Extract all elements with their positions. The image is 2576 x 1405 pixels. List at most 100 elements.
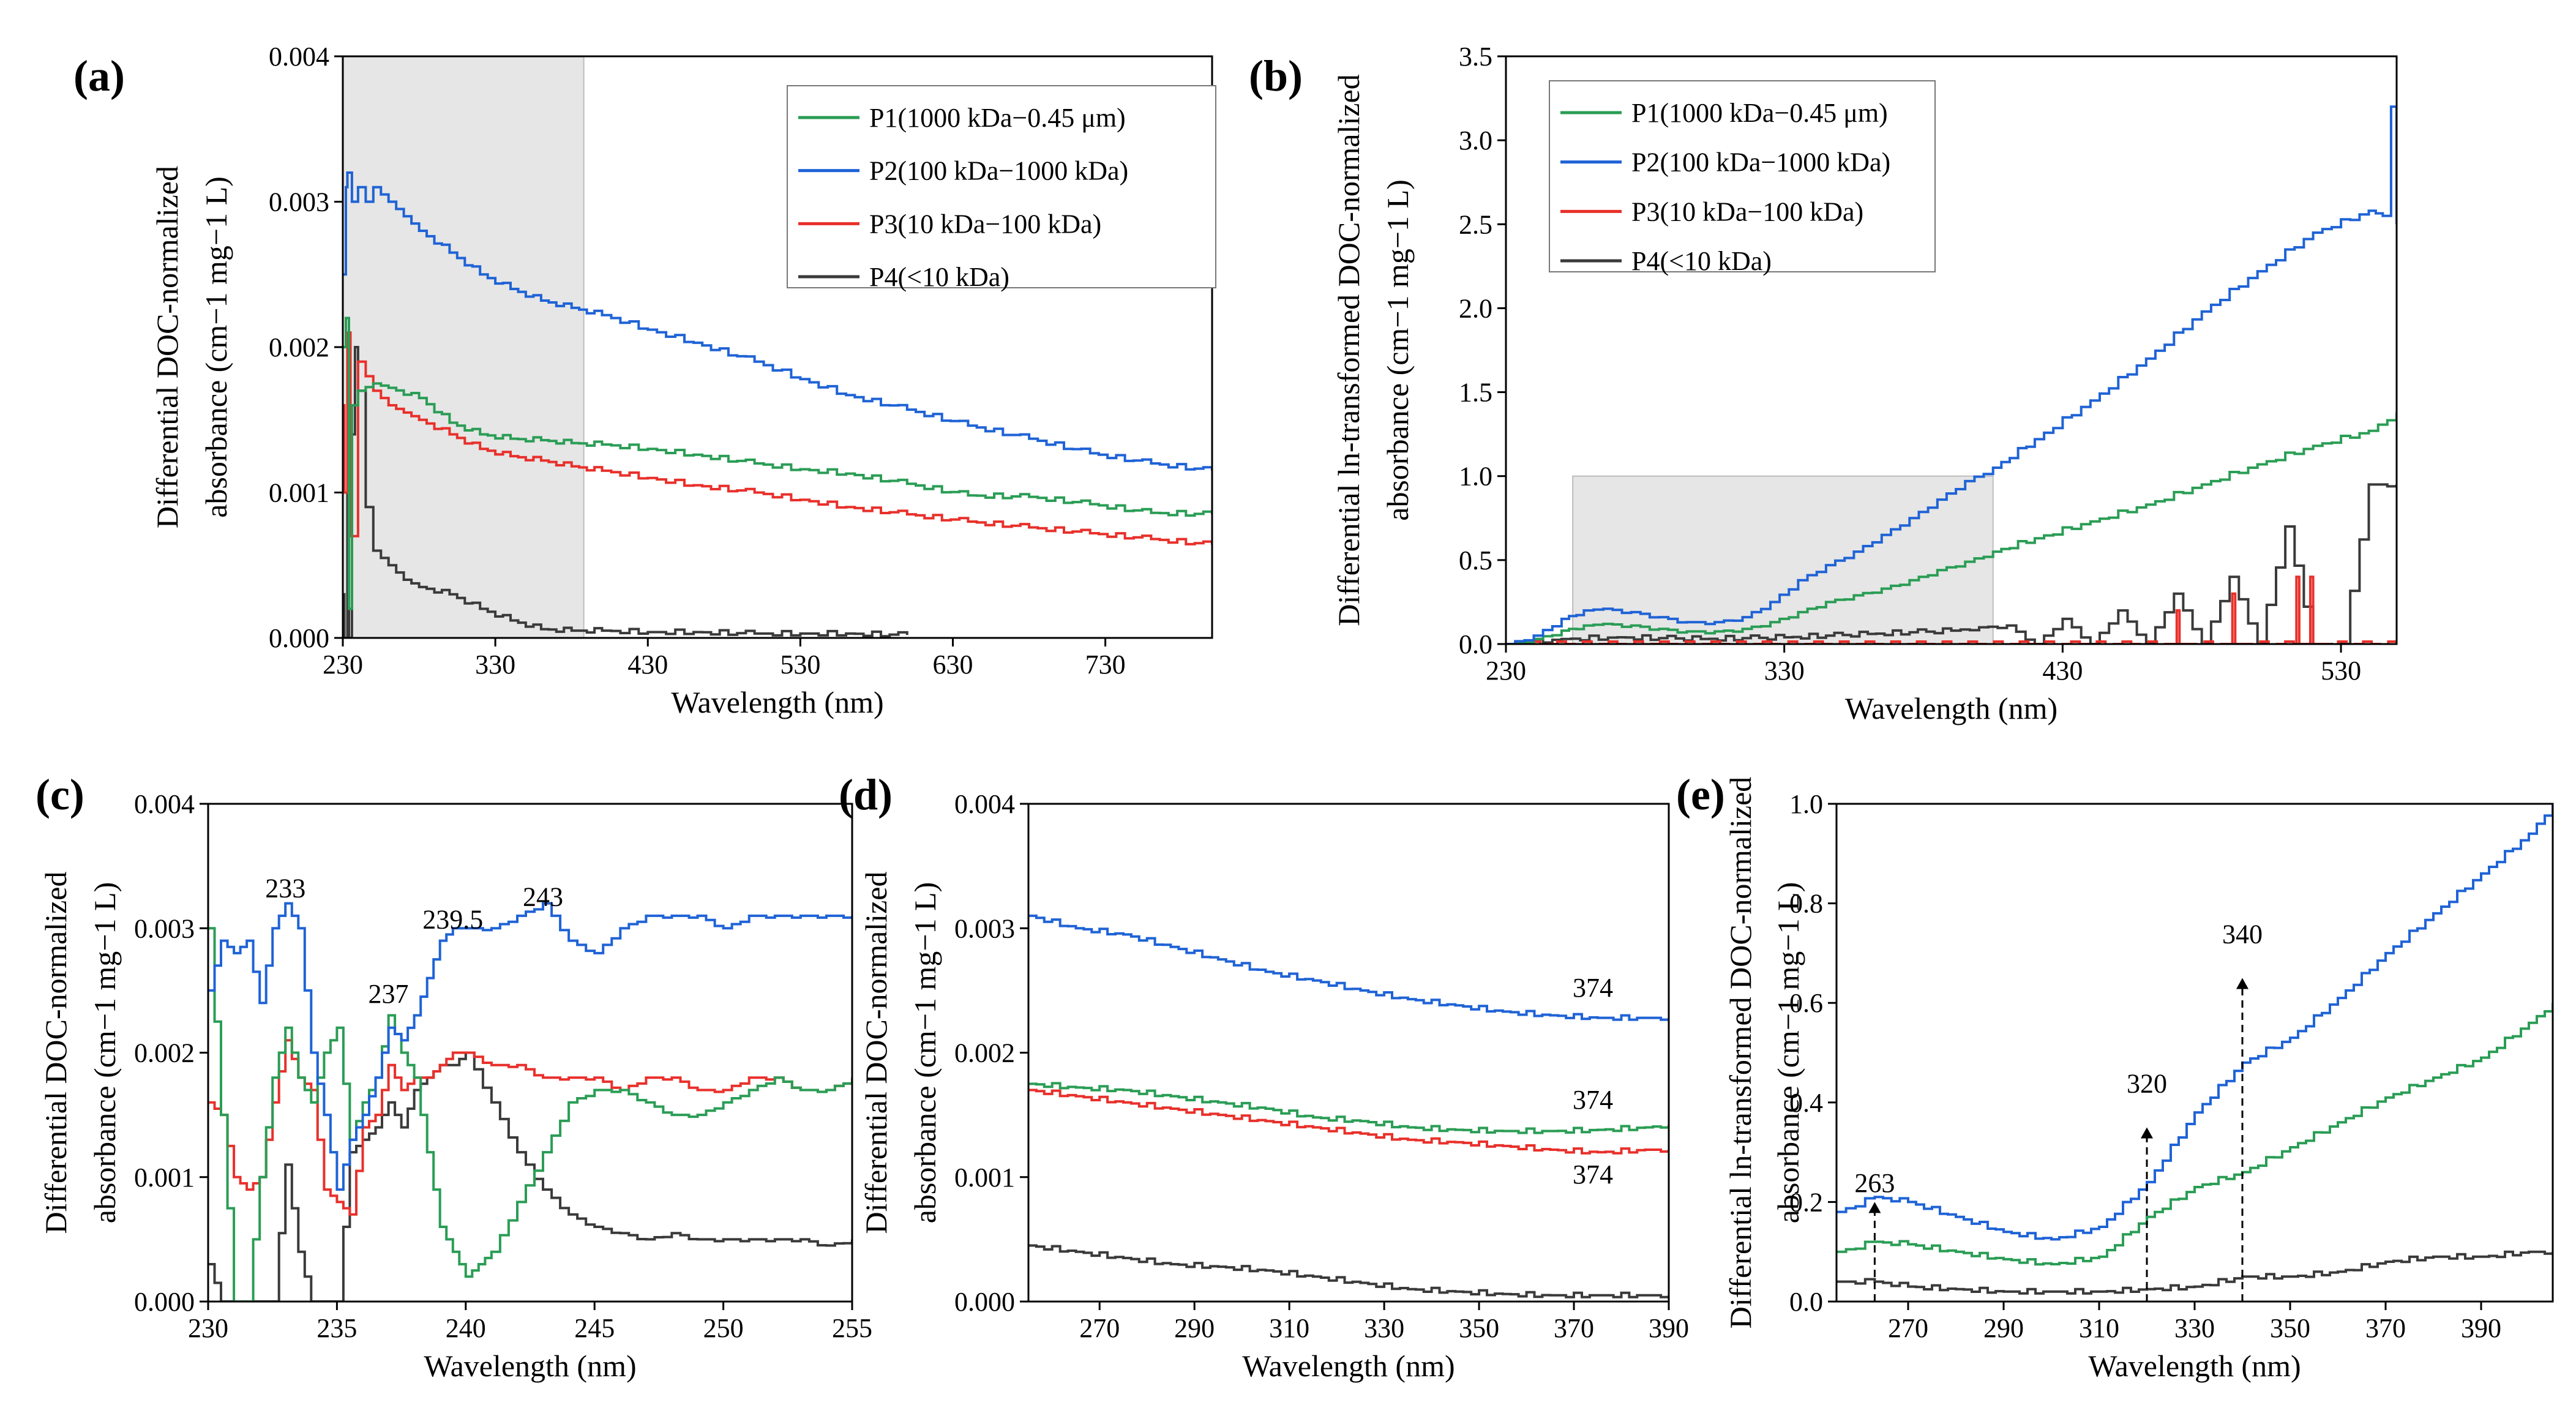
peak-annotation: 263 bbox=[1854, 1168, 1895, 1198]
y-tick-label: 0.004 bbox=[954, 789, 1015, 819]
x-tick-label: 290 bbox=[1983, 1313, 2024, 1343]
x-tick-label: 350 bbox=[2270, 1313, 2310, 1343]
y-tick-label: 2.0 bbox=[1459, 293, 1492, 323]
y-tick-label: 0.001 bbox=[134, 1163, 195, 1193]
y-tick-label: 1.5 bbox=[1459, 378, 1492, 408]
y-tick-label: 1.0 bbox=[1789, 789, 1823, 819]
peak-annotation: 320 bbox=[2127, 1069, 2167, 1099]
panel-d: 270 290 310 330 350 370 390 0.000 0.001 0.002 0.00… bbox=[839, 770, 1689, 1383]
plot-frame bbox=[1027, 803, 1670, 1303]
y-axis-label-line-1: Differential ln-transformed DOC-normaliz… bbox=[1723, 777, 1758, 1329]
legend-label-p4: P4(<10 kDa) bbox=[869, 262, 1009, 292]
series-line-p1 bbox=[208, 927, 852, 1302]
series-line-p3 bbox=[1506, 575, 2397, 644]
shaded-region bbox=[342, 56, 585, 639]
x-tick-label: 390 bbox=[2461, 1313, 2501, 1343]
plot-frame bbox=[1835, 803, 2554, 1303]
y-tick-label: 0.003 bbox=[954, 913, 1015, 943]
x-tick-label: 240 bbox=[446, 1313, 486, 1343]
x-tick-label: 730 bbox=[1085, 650, 1126, 680]
x-tick-label: 330 bbox=[1764, 656, 1805, 686]
x-tick-label: 290 bbox=[1174, 1313, 1215, 1343]
arrow-head bbox=[1868, 1202, 1881, 1213]
legend-label-p3: P3(10 kDa−100 kDa) bbox=[1631, 197, 1863, 227]
x-tick-label: 430 bbox=[2042, 656, 2083, 686]
legend-label-p1: P1(1000 kDa−0.45 μm) bbox=[869, 103, 1126, 133]
y-tick-label: 0.002 bbox=[954, 1038, 1015, 1068]
y-tick-label: 0.000 bbox=[954, 1287, 1015, 1317]
legend-label-p1: P1(1000 kDa−0.45 μm) bbox=[1631, 98, 1888, 128]
y-tick-label: 0.001 bbox=[269, 478, 329, 508]
y-axis-label-line-2: absorbance (cm−1 mg−1 L) bbox=[88, 882, 122, 1224]
x-tick-label: 255 bbox=[832, 1313, 872, 1343]
series-line-p2 bbox=[208, 902, 852, 1191]
y-tick-label: 0.6 bbox=[1789, 988, 1823, 1018]
y-axis-label-line-1: Differential ln-transformed DOC-normaliz… bbox=[1331, 74, 1366, 626]
legend-label-p2: P2(100 kDa−1000 kDa) bbox=[1631, 148, 1890, 178]
series-line-p1 bbox=[343, 317, 1212, 610]
peak-annotation: 237 bbox=[369, 979, 409, 1009]
series-line-p2 bbox=[1837, 804, 2553, 1241]
x-tick-label: 235 bbox=[316, 1313, 357, 1343]
series-line-p1 bbox=[1028, 1082, 1669, 1134]
y-tick-label: 0.004 bbox=[269, 42, 329, 72]
panel-label: (c) bbox=[36, 770, 84, 819]
x-tick-label: 230 bbox=[323, 650, 363, 680]
y-tick-label: 0.003 bbox=[269, 187, 329, 217]
peak-annotation: 374 bbox=[1573, 1160, 1613, 1190]
y-axis-label-line-2: absorbance (cm−1 mg−1 L) bbox=[1380, 179, 1415, 521]
y-tick-label: 0.002 bbox=[134, 1038, 195, 1068]
panel-label: (e) bbox=[1676, 770, 1725, 819]
x-tick-label: 330 bbox=[475, 650, 515, 680]
x-tick-label: 530 bbox=[780, 650, 820, 680]
panel-label: (a) bbox=[73, 51, 125, 100]
peak-annotation: 374 bbox=[1573, 1085, 1613, 1115]
y-tick-label: 0.0 bbox=[1789, 1287, 1823, 1317]
x-axis-label: Wavelength (nm) bbox=[424, 1349, 636, 1383]
y-tick-label: 0.001 bbox=[954, 1163, 1015, 1193]
x-tick-label: 630 bbox=[932, 650, 973, 680]
y-tick-label: 0.002 bbox=[269, 332, 329, 362]
legend-label-p3: P3(10 kDa−100 kDa) bbox=[869, 209, 1101, 239]
legend-label-p4: P4(<10 kDa) bbox=[1631, 246, 1772, 276]
series-line-p2 bbox=[343, 171, 1212, 471]
legend: P1(1000 kDa−0.45 μm) P2(100 kDa−1000 kDa)… bbox=[787, 85, 1216, 292]
panel-a: 230 330 430 530 630 730 0.000 0.001 0.002 0.003 0.… bbox=[73, 42, 1216, 719]
y-tick-label: 2.5 bbox=[1459, 209, 1492, 239]
arrow-head bbox=[2141, 1127, 2153, 1139]
x-tick-label: 330 bbox=[1364, 1313, 1404, 1343]
series-line-p1 bbox=[1506, 412, 2397, 644]
y-tick-label: 0.0 bbox=[1459, 629, 1492, 659]
legend-label-p2: P2(100 kDa−1000 kDa) bbox=[869, 156, 1128, 186]
x-tick-label: 270 bbox=[1888, 1313, 1928, 1343]
x-tick-label: 330 bbox=[2174, 1313, 2215, 1343]
x-tick-label: 230 bbox=[188, 1313, 228, 1343]
series-line-p4 bbox=[343, 346, 908, 638]
x-tick-label: 250 bbox=[703, 1313, 744, 1343]
y-axis-label-line-2: absorbance (cm−1 mg−1 L) bbox=[908, 882, 942, 1224]
plot-frame bbox=[1505, 55, 2398, 645]
y-tick-label: 0.004 bbox=[134, 789, 195, 819]
y-axis-label-line-1: Differential DOC-normalized bbox=[150, 166, 184, 528]
y-axis-label-line-1: Differential DOC-normalized bbox=[39, 872, 73, 1234]
x-axis-label: Wavelength (nm) bbox=[1242, 1349, 1455, 1383]
y-tick-label: 0.5 bbox=[1459, 545, 1492, 575]
x-tick-label: 530 bbox=[2321, 656, 2361, 686]
series-line-p3 bbox=[343, 331, 1212, 545]
series-line-p3 bbox=[1028, 1088, 1669, 1155]
series-line-p3 bbox=[208, 1039, 852, 1216]
x-tick-label: 430 bbox=[627, 650, 668, 680]
peak-annotation: 374 bbox=[1573, 973, 1613, 1003]
y-tick-label: 0.8 bbox=[1789, 889, 1823, 919]
series-line-p4 bbox=[1028, 1244, 1669, 1298]
x-tick-label: 390 bbox=[1649, 1313, 1689, 1343]
peak-annotation: 243 bbox=[523, 882, 563, 912]
peak-annotation: 233 bbox=[265, 873, 305, 903]
series-line-p2 bbox=[1028, 914, 1669, 1021]
x-axis-label: Wavelength (nm) bbox=[1845, 691, 2057, 725]
y-tick-label: 3.0 bbox=[1459, 126, 1492, 155]
series-line-p4 bbox=[1837, 1250, 2553, 1295]
panel-c: 230 235 240 245 250 255 0.000 0.001 0.002 0.003 0.… bbox=[36, 770, 872, 1383]
arrow-head bbox=[2236, 978, 2248, 989]
